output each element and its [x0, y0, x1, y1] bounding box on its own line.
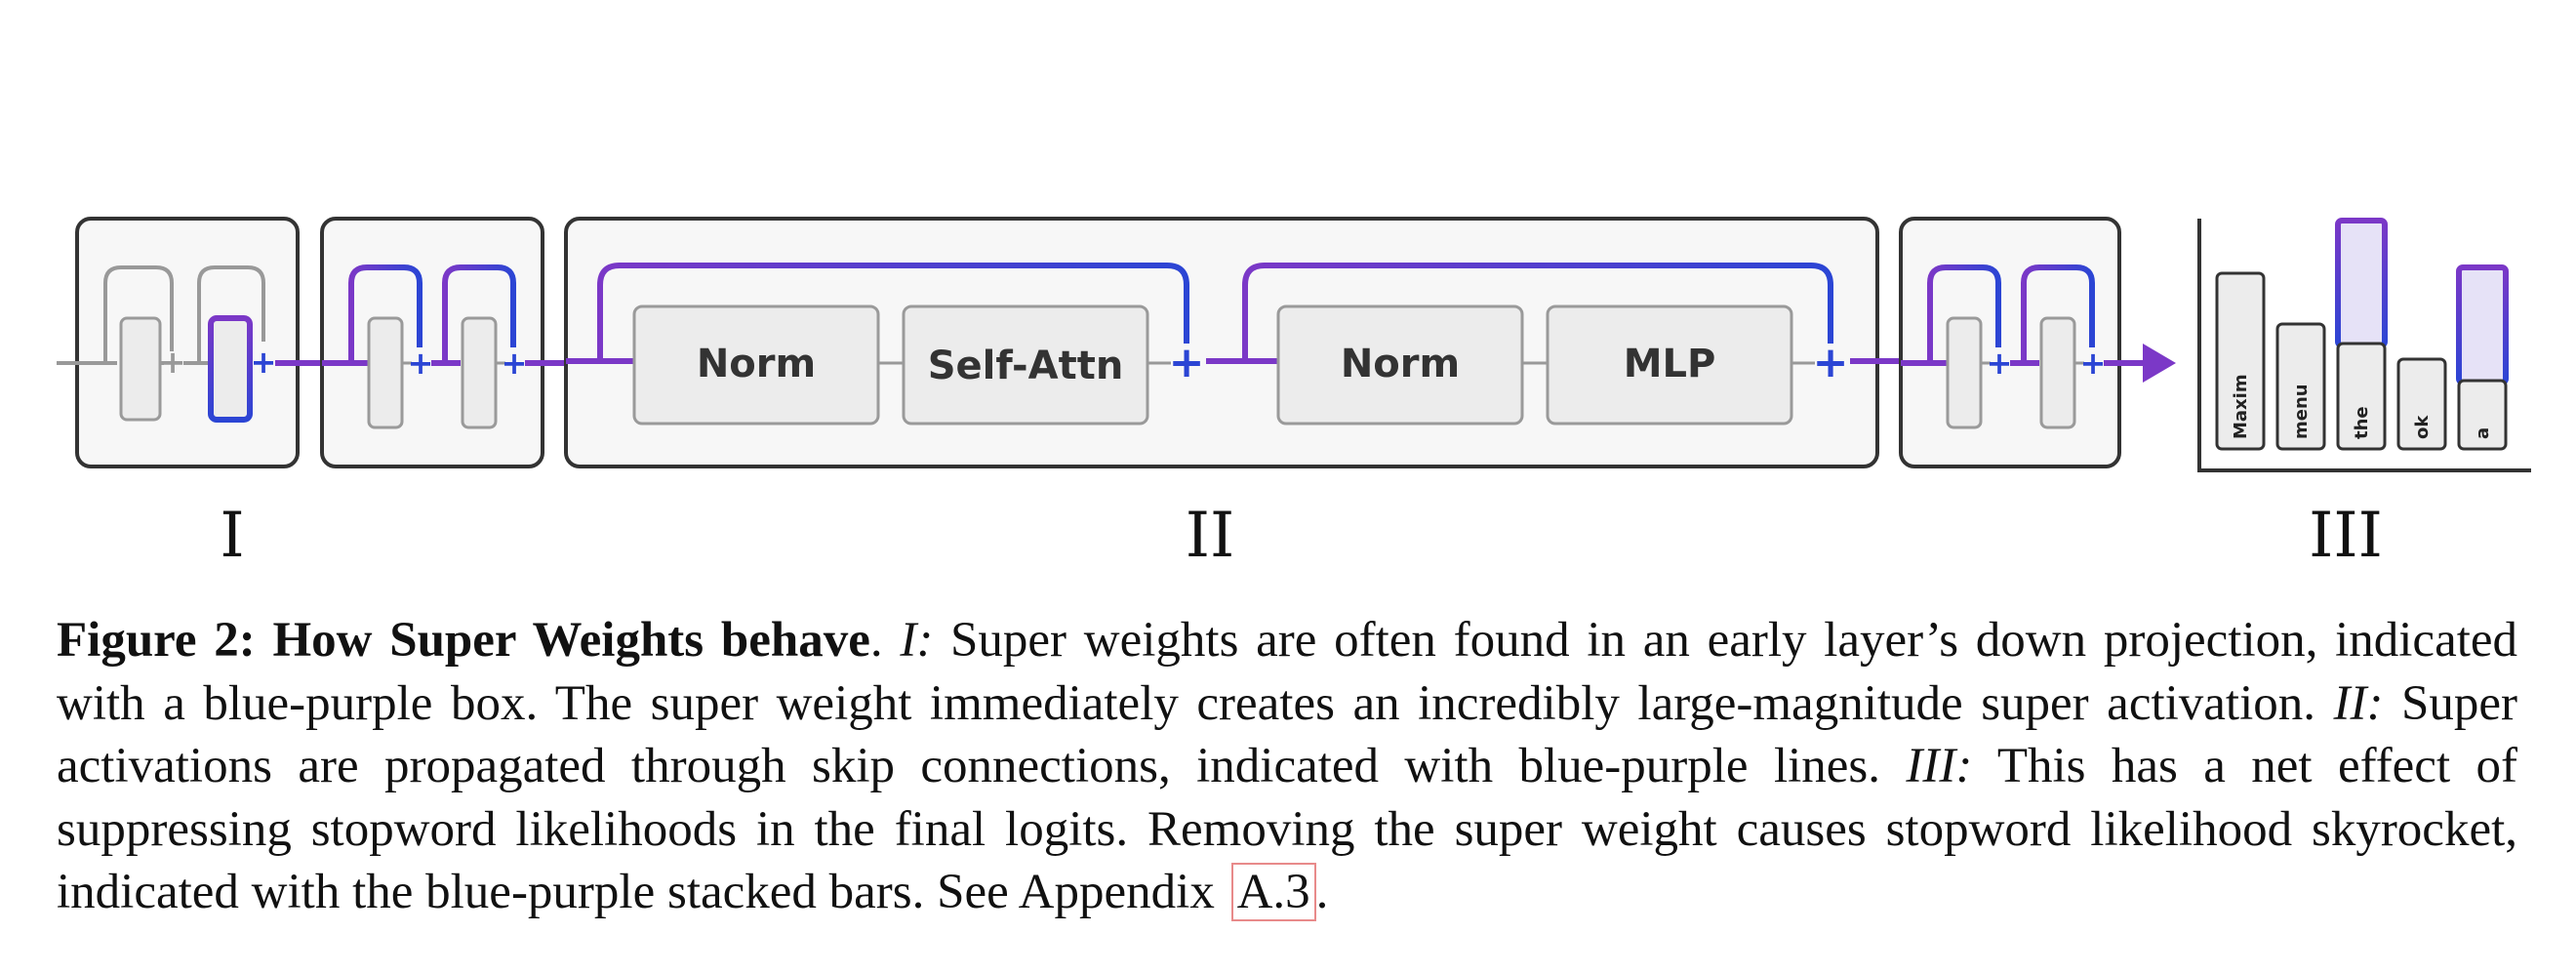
svg-text:+: + — [1169, 338, 1205, 387]
sublayer-block — [1946, 316, 1983, 429]
svg-text:+: + — [1813, 338, 1849, 387]
panel-late-layers: + + — [1899, 217, 2176, 468]
logits-bar-chart: Maxim menu the ok a — [2197, 218, 2531, 472]
appendix-link[interactable]: A.3 — [1230, 863, 1316, 921]
svg-text:+: + — [1987, 345, 2013, 382]
caption-punct: . — [869, 613, 901, 668]
arrow-head-icon — [2143, 344, 2176, 383]
panel-layer-2: + + — [320, 217, 566, 468]
section-label-ii: II — [1186, 500, 1235, 572]
panel-transformer-block: Norm Self-Attn + Norm MLP + — [564, 217, 1901, 468]
caption-part2-text: Super activations are propagated through… — [57, 675, 2518, 794]
super-weight-box — [208, 315, 253, 423]
sublayer-block — [119, 316, 162, 422]
bar-a-increase — [2456, 264, 2509, 386]
mlp-box — [1546, 304, 1793, 426]
norm-2-box — [1276, 304, 1524, 426]
panel-early-layer: + + — [57, 217, 322, 468]
svg-text:+: + — [408, 345, 434, 382]
bar-a — [2457, 379, 2508, 451]
section-label-i: I — [220, 500, 244, 572]
caption-part3-label: III: — [1906, 739, 1973, 793]
caption-part2-label: II: — [2333, 675, 2384, 731]
bar-label-maxim: Maxim — [2231, 374, 2251, 439]
section-label-iii: III — [2309, 500, 2383, 572]
self-attn-label: Self-Attn — [928, 344, 1124, 388]
caption-part1-text: Super weights are often found in an earl… — [57, 613, 2518, 731]
bar-ok — [2396, 357, 2447, 451]
svg-text:+: + — [2080, 345, 2107, 382]
svg-text:+: + — [160, 344, 186, 381]
svg-text:+: + — [251, 344, 277, 381]
figure-title: How Super Weights behave — [272, 613, 870, 668]
norm-1-label: Norm — [697, 342, 816, 386]
bar-menu — [2275, 322, 2326, 451]
self-attn-box — [902, 304, 1149, 426]
norm-1-box — [632, 304, 880, 426]
svg-text:+: + — [502, 345, 528, 382]
sublayer-block — [2039, 316, 2076, 429]
bar-maxim — [2215, 271, 2266, 451]
bar-label-a: a — [2473, 427, 2493, 439]
bar-label-menu: menu — [2291, 384, 2312, 439]
mlp-label: MLP — [1624, 342, 1716, 386]
figure-label: Figure 2: — [57, 613, 256, 668]
norm-2-label: Norm — [1341, 342, 1460, 386]
caption-end: . — [1315, 865, 1329, 919]
sublayer-block — [367, 316, 404, 429]
bar-the-increase — [2335, 218, 2388, 348]
bar-the — [2336, 342, 2387, 451]
bar-label-ok: ok — [2412, 415, 2433, 439]
caption-part1-label: I: — [900, 613, 934, 668]
caption-part3-text: This has a net effect of suppressing sto… — [57, 739, 2517, 919]
sublayer-block — [461, 316, 498, 429]
figure-caption: Figure 2: How Super Weights behave. I: S… — [57, 609, 2517, 924]
bar-label-the: the — [2352, 406, 2372, 439]
